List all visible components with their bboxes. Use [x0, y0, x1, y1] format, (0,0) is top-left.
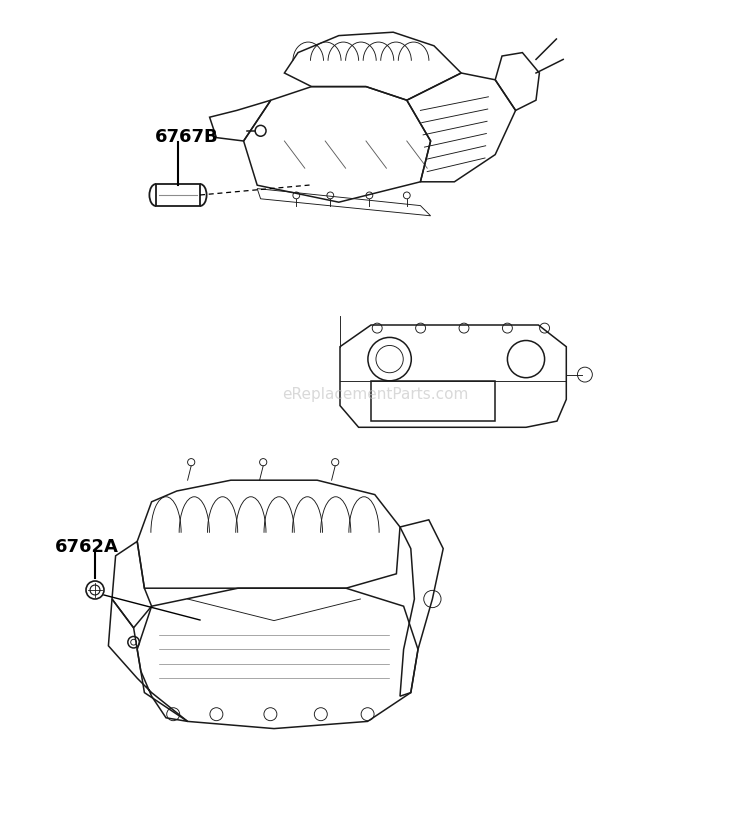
Text: 6762A: 6762A: [55, 538, 118, 556]
Text: 6767B: 6767B: [155, 128, 219, 146]
Text: eReplacementParts.com: eReplacementParts.com: [282, 387, 468, 402]
Bar: [371, 381, 495, 421]
